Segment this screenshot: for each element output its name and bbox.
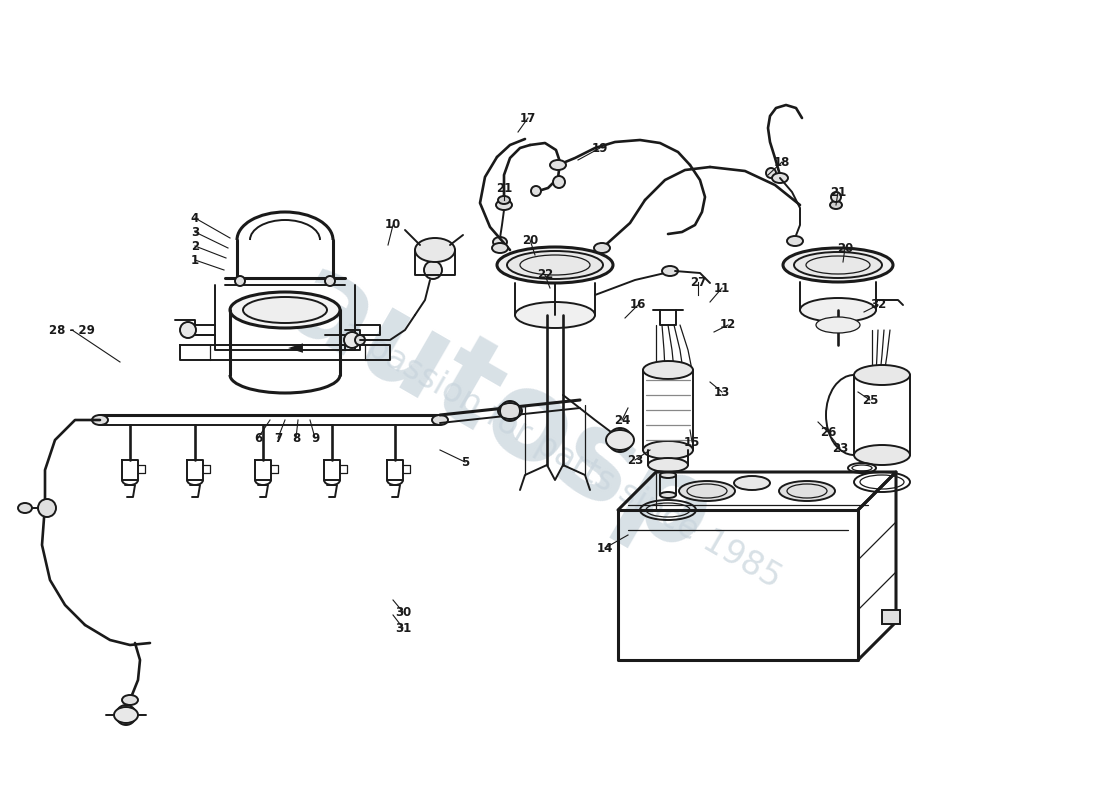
Ellipse shape bbox=[496, 200, 512, 210]
Text: 4: 4 bbox=[191, 211, 199, 225]
Circle shape bbox=[531, 186, 541, 196]
Ellipse shape bbox=[507, 251, 603, 279]
Text: 26: 26 bbox=[820, 426, 836, 438]
Ellipse shape bbox=[734, 476, 770, 490]
Ellipse shape bbox=[779, 481, 835, 501]
Ellipse shape bbox=[606, 430, 634, 450]
Ellipse shape bbox=[660, 492, 676, 498]
Ellipse shape bbox=[432, 415, 448, 425]
Circle shape bbox=[500, 401, 520, 421]
Ellipse shape bbox=[497, 247, 613, 283]
Ellipse shape bbox=[783, 248, 893, 282]
Text: 25: 25 bbox=[861, 394, 878, 406]
Ellipse shape bbox=[498, 196, 510, 204]
Ellipse shape bbox=[679, 481, 735, 501]
Text: 6: 6 bbox=[254, 431, 262, 445]
Text: 16: 16 bbox=[630, 298, 646, 311]
Circle shape bbox=[235, 276, 245, 286]
Circle shape bbox=[608, 428, 632, 452]
Ellipse shape bbox=[114, 707, 138, 723]
Ellipse shape bbox=[660, 472, 676, 478]
Text: 22: 22 bbox=[537, 269, 553, 282]
Ellipse shape bbox=[854, 365, 910, 385]
Text: ◄: ◄ bbox=[287, 338, 303, 358]
Circle shape bbox=[766, 168, 775, 178]
Circle shape bbox=[324, 276, 336, 286]
Text: 28 - 29: 28 - 29 bbox=[50, 323, 95, 337]
Text: 31: 31 bbox=[395, 622, 411, 634]
Text: 8: 8 bbox=[292, 431, 300, 445]
Text: 12: 12 bbox=[719, 318, 736, 331]
Text: 21: 21 bbox=[829, 186, 846, 198]
Circle shape bbox=[344, 332, 360, 348]
Ellipse shape bbox=[493, 237, 507, 247]
Bar bbox=[882, 610, 900, 624]
Circle shape bbox=[116, 705, 136, 725]
Text: 3: 3 bbox=[191, 226, 199, 238]
Ellipse shape bbox=[550, 160, 566, 170]
Ellipse shape bbox=[515, 302, 595, 328]
Text: 7: 7 bbox=[274, 431, 282, 445]
Circle shape bbox=[424, 261, 442, 279]
Text: 19: 19 bbox=[592, 142, 608, 154]
Ellipse shape bbox=[772, 173, 788, 183]
Ellipse shape bbox=[415, 238, 455, 262]
Text: 17: 17 bbox=[520, 111, 536, 125]
Text: 20: 20 bbox=[521, 234, 538, 246]
Text: 32: 32 bbox=[870, 298, 887, 311]
Ellipse shape bbox=[243, 297, 327, 323]
Ellipse shape bbox=[644, 361, 693, 379]
Ellipse shape bbox=[644, 441, 693, 459]
Text: autosp: autosp bbox=[266, 242, 734, 578]
Ellipse shape bbox=[594, 243, 610, 253]
Text: 14: 14 bbox=[597, 542, 613, 554]
Circle shape bbox=[180, 322, 196, 338]
Ellipse shape bbox=[18, 503, 32, 513]
Text: 20: 20 bbox=[837, 242, 854, 254]
Circle shape bbox=[830, 192, 842, 202]
Text: 5: 5 bbox=[461, 455, 469, 469]
Ellipse shape bbox=[816, 317, 860, 333]
Ellipse shape bbox=[854, 445, 910, 465]
Text: 27: 27 bbox=[690, 275, 706, 289]
Ellipse shape bbox=[800, 298, 876, 322]
Text: a passion for parts since 1985: a passion for parts since 1985 bbox=[333, 314, 786, 595]
Text: 18: 18 bbox=[773, 155, 790, 169]
Ellipse shape bbox=[230, 292, 340, 328]
Text: 23: 23 bbox=[627, 454, 644, 466]
Text: 1: 1 bbox=[191, 254, 199, 266]
Ellipse shape bbox=[794, 252, 882, 278]
Text: 2: 2 bbox=[191, 239, 199, 253]
Text: 10: 10 bbox=[385, 218, 402, 231]
Ellipse shape bbox=[92, 415, 108, 425]
Circle shape bbox=[553, 176, 565, 188]
Text: 23: 23 bbox=[832, 442, 848, 454]
Text: 21: 21 bbox=[496, 182, 513, 194]
Circle shape bbox=[355, 335, 365, 345]
Ellipse shape bbox=[662, 266, 678, 276]
Text: 13: 13 bbox=[714, 386, 730, 398]
Ellipse shape bbox=[830, 201, 842, 209]
Circle shape bbox=[39, 499, 56, 517]
Text: 15: 15 bbox=[684, 435, 701, 449]
Ellipse shape bbox=[122, 695, 138, 705]
Text: 11: 11 bbox=[714, 282, 730, 294]
Text: 9: 9 bbox=[311, 431, 319, 445]
Ellipse shape bbox=[492, 243, 508, 253]
Text: 30: 30 bbox=[395, 606, 411, 618]
Ellipse shape bbox=[786, 236, 803, 246]
Ellipse shape bbox=[648, 458, 688, 472]
Text: 24: 24 bbox=[614, 414, 630, 426]
